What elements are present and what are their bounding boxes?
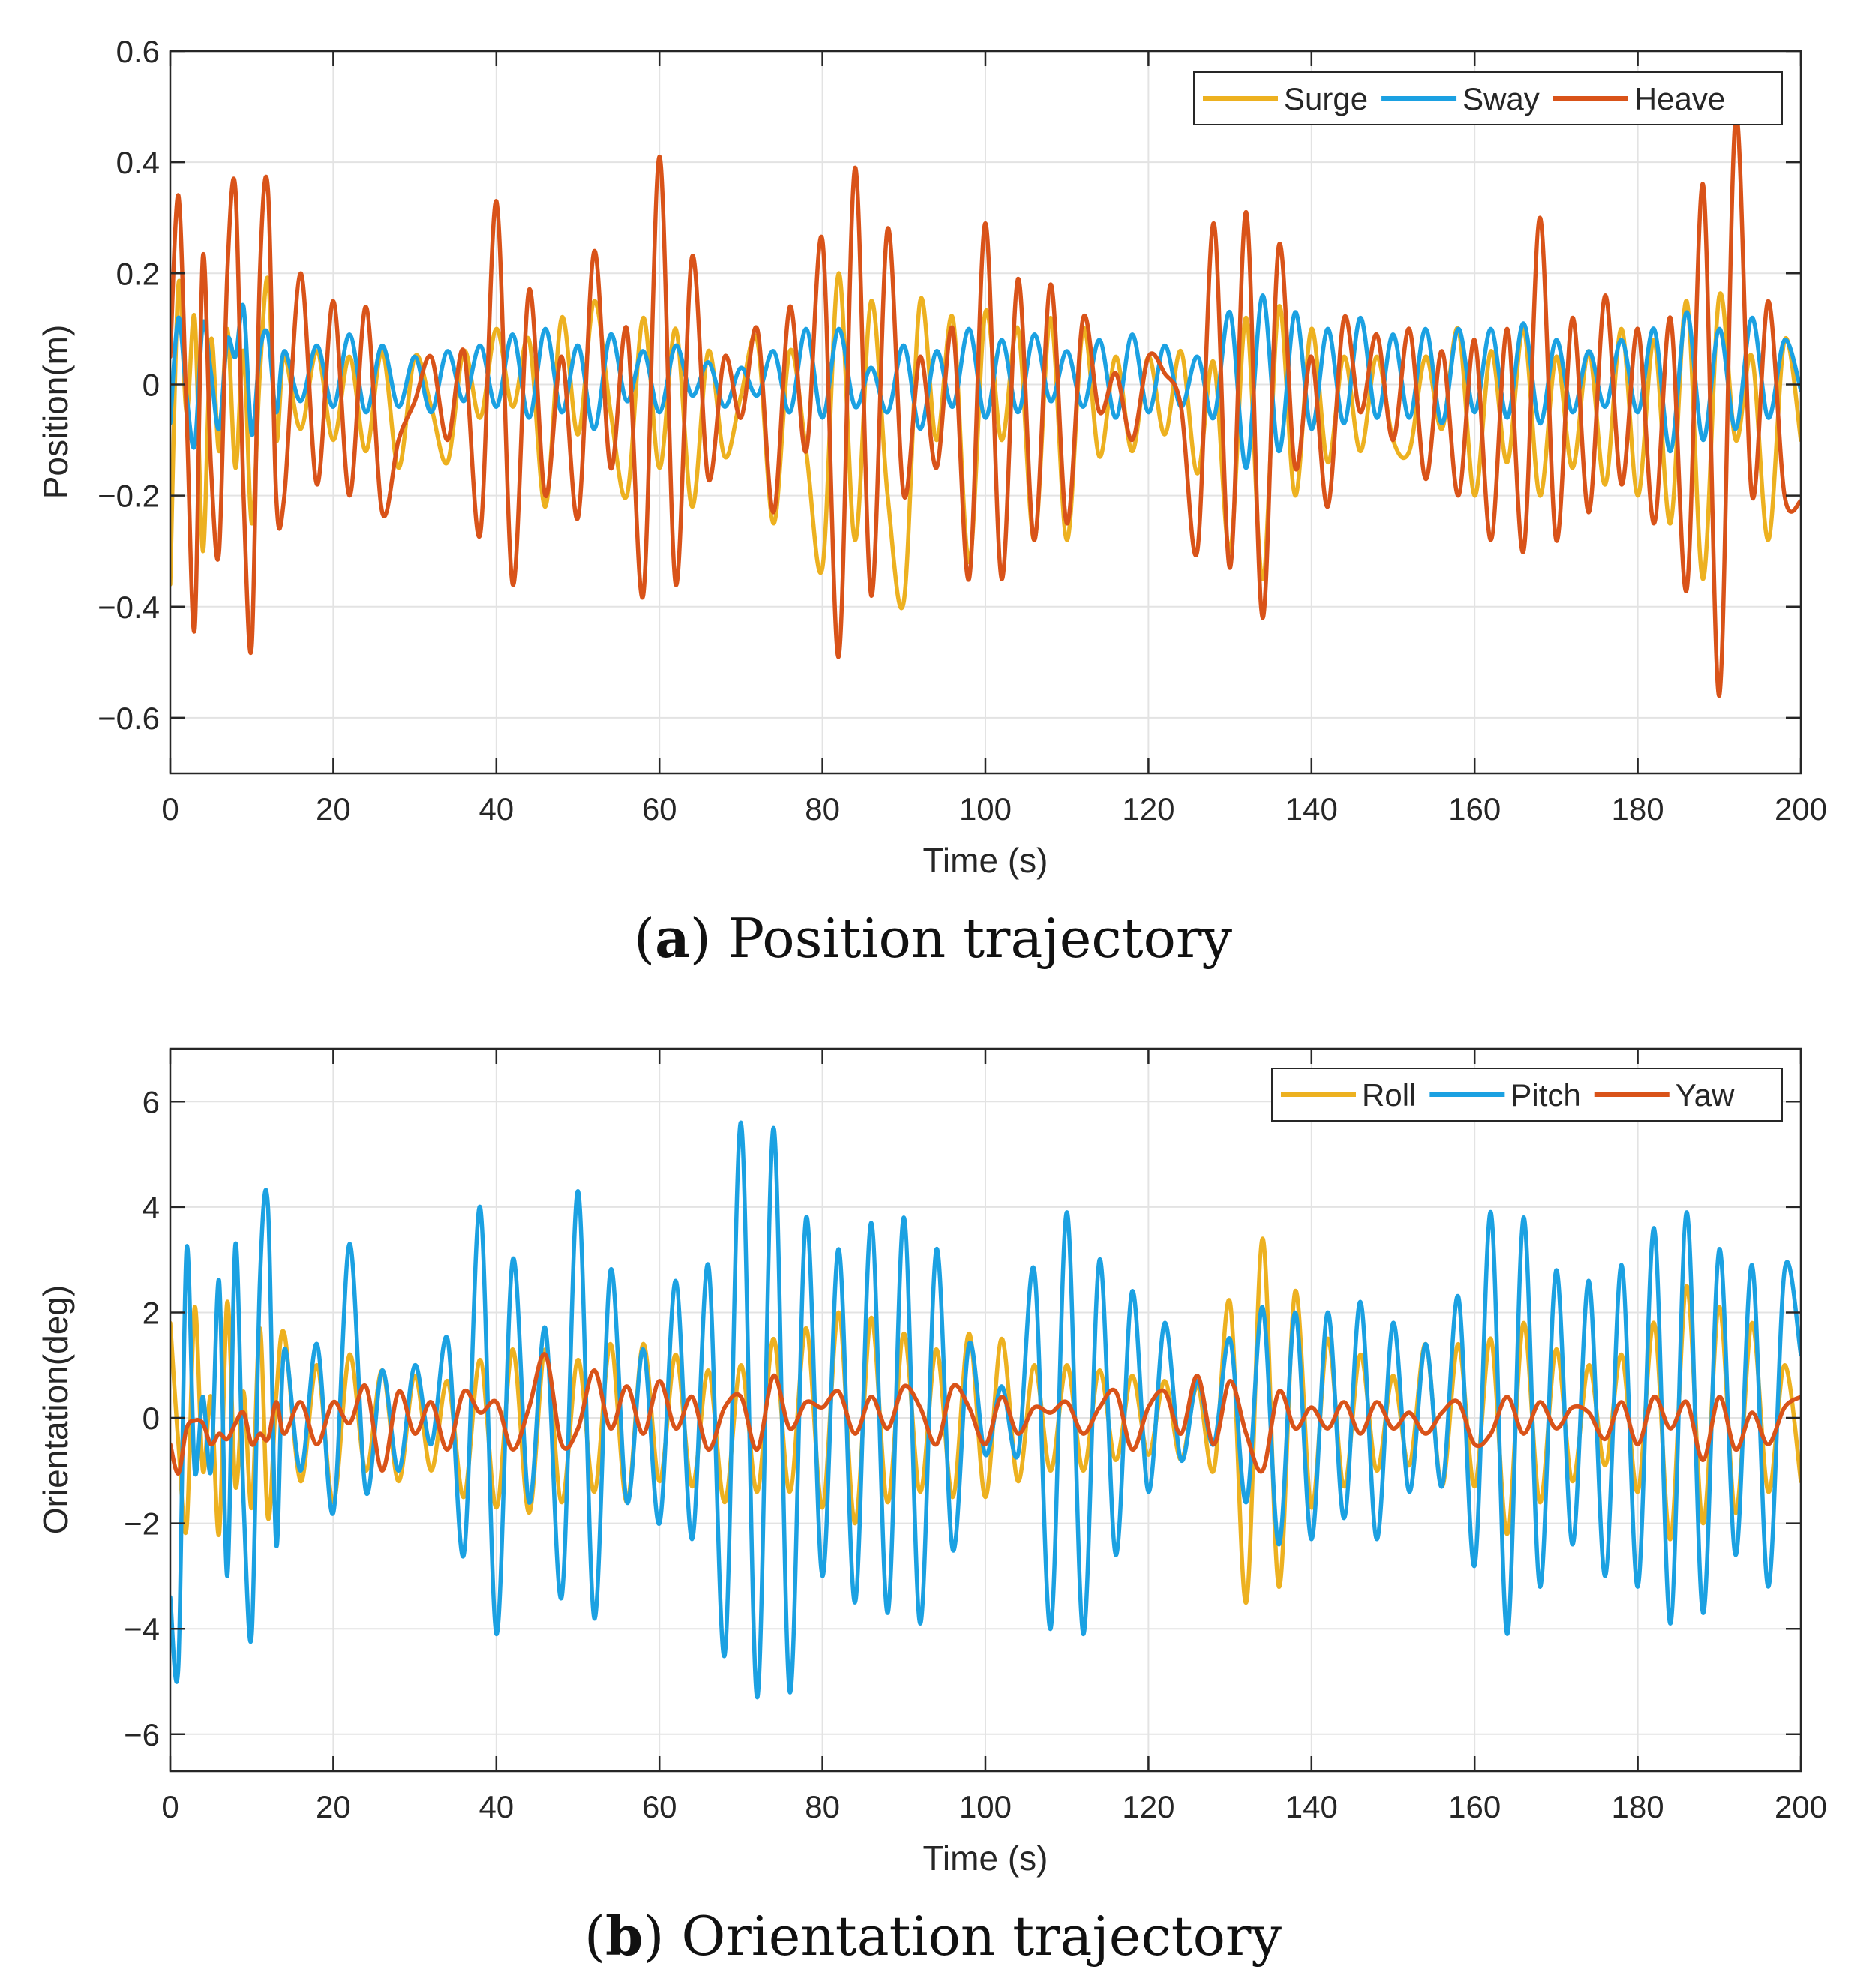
y-tick-label: −0.4 <box>98 590 160 625</box>
x-tick-label: 0 <box>161 791 178 827</box>
x-tick-label: 200 <box>1774 791 1827 827</box>
caption-letter-b: b <box>605 1904 643 1968</box>
y-tick-label: −4 <box>124 1611 160 1647</box>
y-axis-label-orientation: Orientation(deg) <box>36 1285 75 1534</box>
series-group-position <box>170 113 1801 698</box>
y-axis-label-position: Position(m) <box>36 325 75 500</box>
y-tick-label: 0.4 <box>116 145 160 180</box>
legend-position: Surge Sway Heave <box>1193 71 1783 125</box>
caption-letter-a: a <box>655 906 690 970</box>
y-tick-label: 4 <box>142 1190 160 1225</box>
x-tick-label: 120 <box>1122 791 1174 827</box>
x-tick-label: 40 <box>478 791 514 827</box>
series-line-pitch <box>170 1120 1801 1700</box>
x-tick-label: 40 <box>478 1789 514 1824</box>
y-tick-label: −2 <box>124 1506 160 1542</box>
x-tick-label: 180 <box>1612 791 1664 827</box>
caption-orientation: (b) Orientation trajectory <box>584 1904 1282 1968</box>
x-tick-label: 60 <box>642 1789 677 1824</box>
x-tick-label: 20 <box>316 1789 351 1824</box>
x-tick-label: 200 <box>1774 1789 1827 1824</box>
x-tick-label: 100 <box>959 1789 1012 1824</box>
y-tick-label: 0.6 <box>116 34 160 69</box>
x-tick-label: 160 <box>1448 791 1501 827</box>
series-line-roll <box>170 1236 1801 1605</box>
x-tick-label: 180 <box>1612 1789 1664 1824</box>
y-tick-label: 0 <box>142 367 160 402</box>
y-tick-label: 6 <box>142 1084 160 1119</box>
y-tick-label: 0.2 <box>116 256 160 291</box>
series-line-yaw <box>170 1352 1801 1476</box>
caption-text-a: Position trajectory <box>728 907 1233 970</box>
caption-position: (a) Position trajectory <box>634 906 1232 970</box>
y-tick-label: −0.6 <box>98 701 160 736</box>
legend-orientation: Roll Pitch Yaw <box>1271 1068 1783 1122</box>
x-tick-label: 20 <box>316 791 351 827</box>
plot-frame-orientation <box>169 1047 1802 1773</box>
panel-orientation: 0 20 40 60 80 100 120 140 160 180 200 −6 −4 −2 0 2 4 6 Ro… <box>36 1047 1827 1968</box>
x-tick-label: 0 <box>161 1789 178 1824</box>
series-line-heave <box>170 113 1801 698</box>
legend-label-heave: Heave <box>1634 81 1725 116</box>
legend-box <box>1193 71 1783 125</box>
x-tick-label: 100 <box>959 791 1012 827</box>
panel-position: 0 20 40 60 80 100 120 140 160 180 200 −0.6 −0.4 −0.2 0… <box>36 34 1827 970</box>
y-tick-label: 0 <box>142 1401 160 1436</box>
x-tick-label: 120 <box>1122 1789 1174 1824</box>
x-tick-label: 140 <box>1286 1789 1338 1824</box>
x-tick-label: 140 <box>1286 791 1338 827</box>
ticks-position: 0 20 40 60 80 100 120 140 160 180 200 −0.6 −0.4 −0.2 0… <box>98 34 1827 827</box>
plot-frame-position <box>169 50 1802 775</box>
legend-label-sway: Sway <box>1462 81 1540 116</box>
x-tick-label: 160 <box>1448 1789 1501 1824</box>
legend-label-surge: Surge <box>1284 81 1368 116</box>
legend-label-roll: Roll <box>1362 1077 1416 1113</box>
caption-text-b: Orientation trajectory <box>681 1905 1282 1968</box>
x-tick-label: 80 <box>805 1789 840 1824</box>
x-axis-label-orientation: Time (s) <box>923 1839 1048 1878</box>
legend-label-pitch: Pitch <box>1510 1077 1580 1113</box>
legend-label-yaw: Yaw <box>1676 1077 1735 1113</box>
x-tick-label: 60 <box>642 791 677 827</box>
series-group-orientation <box>170 1120 1801 1700</box>
y-tick-label: 2 <box>142 1295 160 1330</box>
x-tick-label: 80 <box>805 791 840 827</box>
x-axis-label-position: Time (s) <box>923 841 1048 880</box>
legend-box <box>1271 1068 1783 1122</box>
y-tick-label: −0.2 <box>98 479 160 514</box>
y-tick-label: −6 <box>124 1717 160 1752</box>
